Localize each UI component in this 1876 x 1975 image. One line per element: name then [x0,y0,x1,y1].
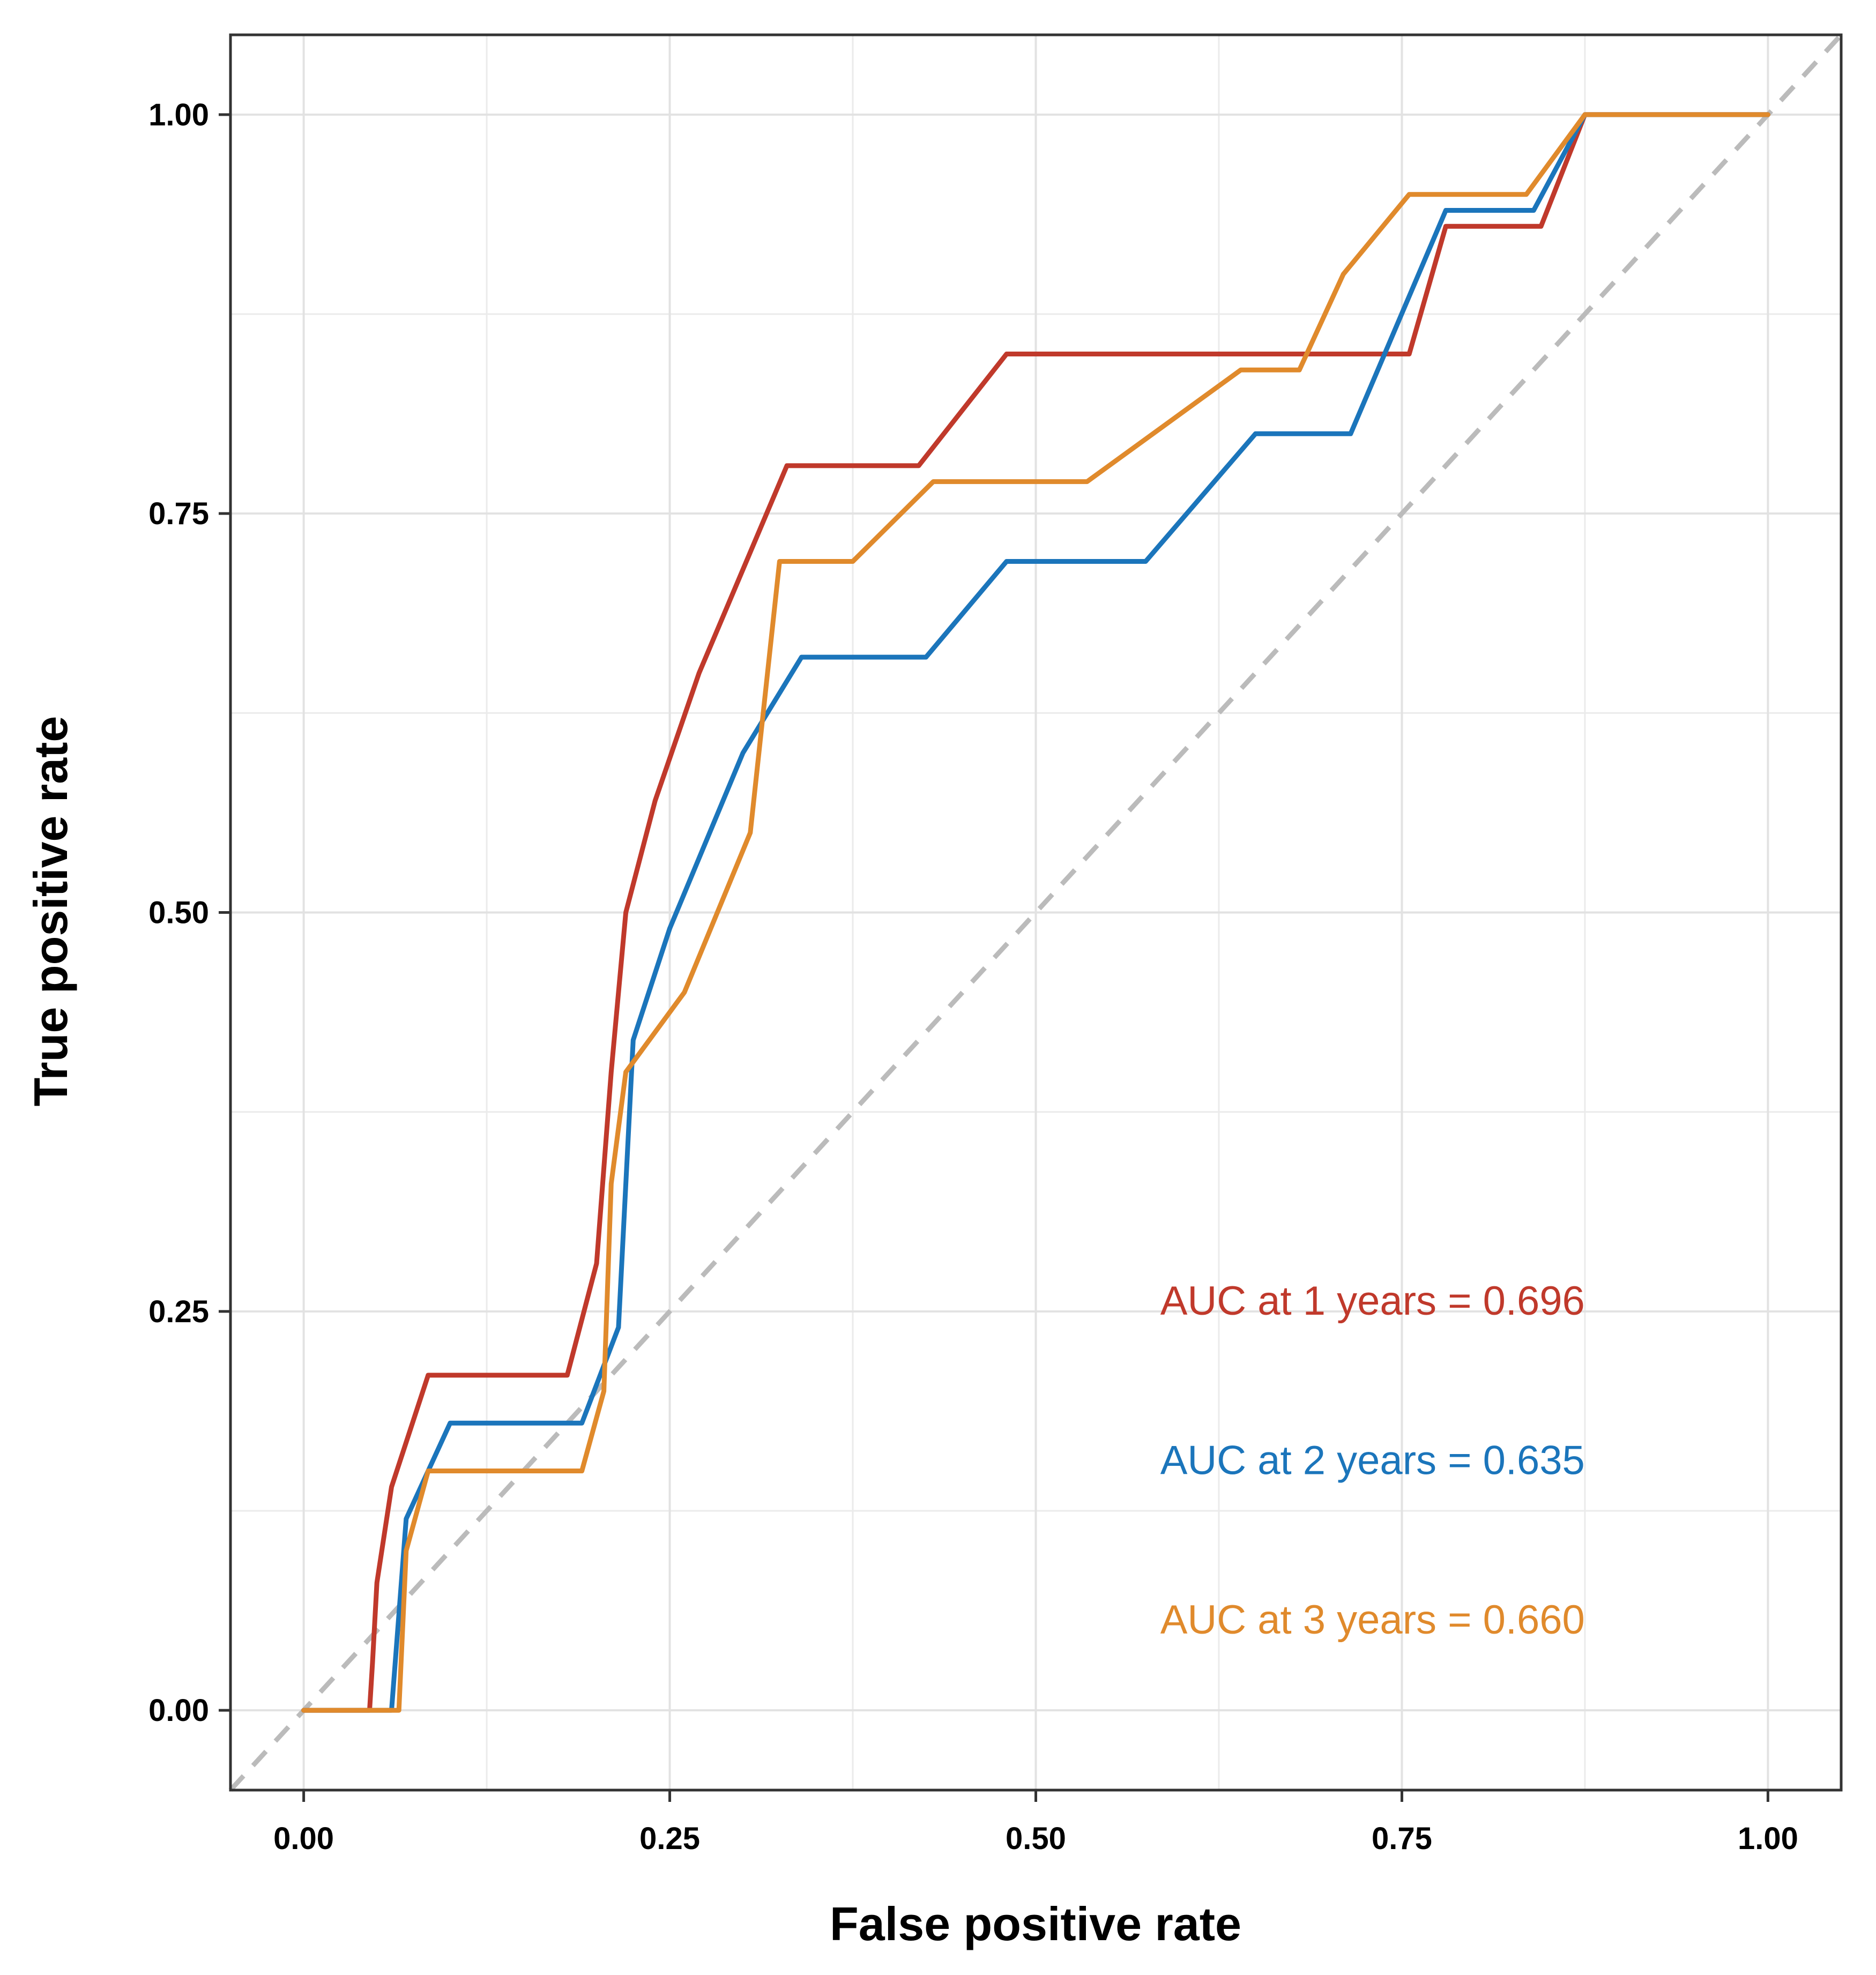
y-tick-label-2: 0.50 [148,896,209,930]
x-tick-label-0: 0.00 [273,1821,334,1856]
x-tick-label-2: 0.50 [1006,1821,1066,1856]
grid-lines [230,35,1841,1790]
x-axis-ticks: 0.00 0.25 0.50 0.75 1.00 [273,1790,1798,1856]
auc-label-2: AUC at 2 years = 0.635 [1160,1438,1585,1484]
y-axis-title: True positive rate [24,716,77,1107]
x-tick-label-4: 1.00 [1738,1821,1798,1856]
roc-curve-2 [301,112,1770,1713]
y-axis-ticks: 0.00 0.25 0.50 0.75 1.00 [148,98,230,1728]
y-tick-label-0: 0.00 [148,1693,209,1728]
y-tick-label-1: 0.25 [148,1294,209,1329]
auc-label-3: AUC at 3 years = 0.660 [1160,1597,1585,1643]
y-tick-label-3: 0.75 [148,496,209,531]
roc-series [301,112,1770,1713]
x-axis-title: False positive rate [830,1897,1241,1950]
auc-annotations: AUC at 1 years = 0.696 AUC at 2 years = 0… [1160,1278,1585,1643]
y-tick-label-4: 1.00 [148,98,209,132]
roc-curve-3 [301,112,1770,1713]
auc-label-1: AUC at 1 years = 0.696 [1160,1278,1585,1324]
x-tick-label-3: 0.75 [1372,1821,1432,1856]
roc-curve-1 [301,112,1770,1713]
x-tick-label-1: 0.25 [639,1821,700,1856]
